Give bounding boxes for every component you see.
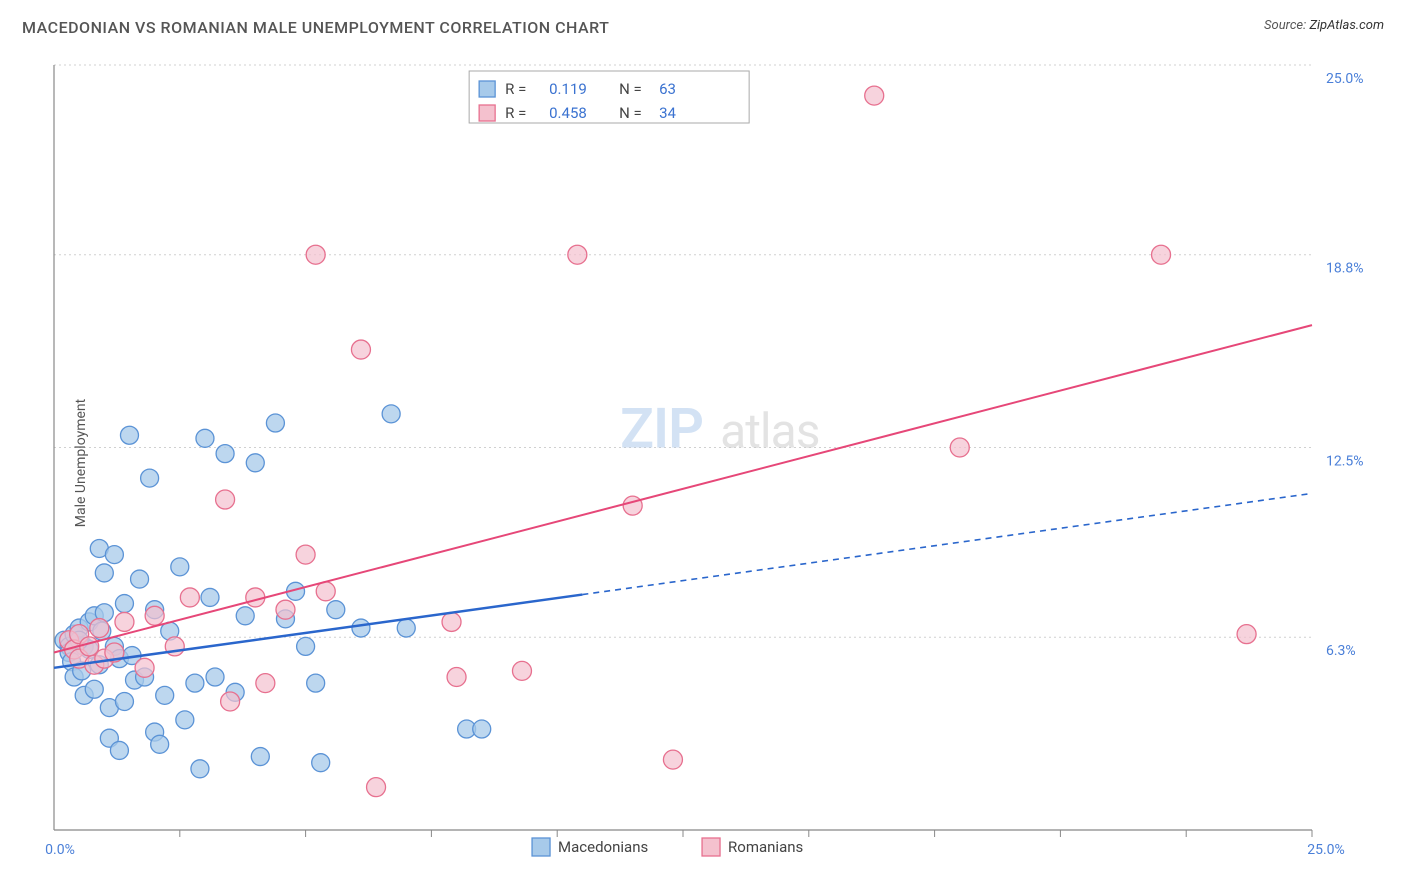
scatter-point bbox=[312, 754, 330, 772]
trendline bbox=[54, 325, 1312, 652]
legend-r-value: 0.458 bbox=[549, 104, 587, 122]
scatter-point bbox=[151, 735, 169, 753]
scatter-point bbox=[382, 405, 400, 423]
scatter-point bbox=[105, 546, 123, 564]
scatter-point bbox=[115, 612, 134, 631]
scatter-point bbox=[865, 86, 884, 105]
scatter-point bbox=[216, 490, 235, 509]
scatter-point bbox=[256, 674, 275, 693]
scatter-point bbox=[307, 674, 325, 692]
scatter-point bbox=[623, 496, 642, 515]
y-axis-label: Male Unemployment bbox=[73, 398, 89, 526]
scatter-point bbox=[397, 619, 415, 637]
scatter-point bbox=[176, 711, 194, 729]
watermark-zip: ZIP bbox=[620, 396, 703, 462]
legend-swatch bbox=[479, 81, 495, 97]
x-end-label: 25.0% bbox=[1307, 842, 1345, 858]
scatter-point bbox=[306, 245, 325, 264]
scatter-point bbox=[131, 570, 149, 588]
x-start-label: 0.0% bbox=[45, 842, 75, 858]
scatter-point bbox=[120, 426, 138, 444]
legend-r-label: R = bbox=[505, 104, 526, 122]
watermark-atlas: atlas bbox=[720, 403, 819, 460]
scatter-point bbox=[447, 668, 466, 687]
scatter-point bbox=[367, 778, 386, 797]
scatter-point bbox=[206, 668, 224, 686]
scatter-point bbox=[266, 414, 284, 432]
scatter-point bbox=[110, 741, 128, 759]
scatter-point bbox=[236, 607, 254, 625]
legend-n-value: 63 bbox=[659, 80, 676, 98]
scatter-point bbox=[950, 438, 969, 457]
scatter-point bbox=[276, 600, 295, 619]
legend-n-label: N = bbox=[619, 80, 642, 98]
scatter-point bbox=[201, 588, 219, 606]
source-attribution: Source: ZipAtlas.com bbox=[1264, 18, 1384, 33]
bottom-legend-swatch bbox=[532, 838, 550, 856]
scatter-point bbox=[327, 601, 345, 619]
scatter-point bbox=[251, 748, 269, 766]
scatter-point bbox=[191, 760, 209, 778]
trendline-dashed bbox=[582, 493, 1312, 594]
scatter-point bbox=[512, 661, 531, 680]
scatter-point bbox=[351, 340, 370, 359]
source-link[interactable]: ZipAtlas.com bbox=[1309, 18, 1384, 33]
source-label: Source: bbox=[1264, 18, 1309, 33]
scatter-point bbox=[171, 558, 189, 576]
scatter-point bbox=[663, 750, 682, 769]
scatter-point bbox=[568, 245, 587, 264]
scatter-point bbox=[352, 619, 370, 637]
scatter-point bbox=[180, 588, 199, 607]
scatter-point bbox=[95, 564, 113, 582]
scatter-point bbox=[1237, 625, 1256, 644]
scatter-point bbox=[115, 692, 133, 710]
scatter-point bbox=[90, 619, 109, 638]
scatter-point bbox=[145, 606, 164, 625]
scatter-point bbox=[316, 582, 335, 601]
scatter-point bbox=[1152, 245, 1171, 264]
scatter-point bbox=[216, 445, 234, 463]
legend-n-value: 34 bbox=[659, 104, 676, 122]
legend-r-value: 0.119 bbox=[549, 80, 587, 98]
scatter-point bbox=[141, 469, 159, 487]
y-tick-label: 25.0% bbox=[1326, 71, 1364, 87]
scatter-point bbox=[221, 692, 240, 711]
chart-container: Male Unemployment 6.3% 12.5% 18.8% 25.0% 0.0… bbox=[22, 55, 1384, 870]
scatter-point bbox=[442, 612, 461, 631]
scatter-point bbox=[186, 674, 204, 692]
bottom-legend-label: Romanians bbox=[728, 838, 803, 856]
scatter-point bbox=[85, 680, 103, 698]
scatter-point bbox=[297, 637, 315, 655]
bottom-legend-swatch bbox=[702, 838, 720, 856]
y-tick-label: 12.5% bbox=[1326, 454, 1364, 470]
scatter-point bbox=[115, 595, 133, 613]
legend-swatch bbox=[479, 105, 495, 121]
scatter-point bbox=[196, 429, 214, 447]
legend-r-label: R = bbox=[505, 80, 526, 98]
scatter-point bbox=[135, 658, 154, 677]
scatter-point bbox=[246, 454, 264, 472]
y-tick-label: 6.3% bbox=[1326, 643, 1356, 659]
correlation-scatter-chart: 6.3% 12.5% 18.8% 25.0% 0.0% 25.0% ZIP atlas R = 0… bbox=[22, 55, 1384, 870]
scatter-point bbox=[156, 686, 174, 704]
scatter-point bbox=[296, 545, 315, 564]
bottom-legend-label: Macedonians bbox=[558, 838, 648, 856]
scatter-point bbox=[473, 720, 491, 738]
chart-title: MACEDONIAN VS ROMANIAN MALE UNEMPLOYMENT… bbox=[22, 18, 609, 37]
legend-n-label: N = bbox=[619, 104, 642, 122]
y-tick-label: 18.8% bbox=[1326, 261, 1364, 277]
